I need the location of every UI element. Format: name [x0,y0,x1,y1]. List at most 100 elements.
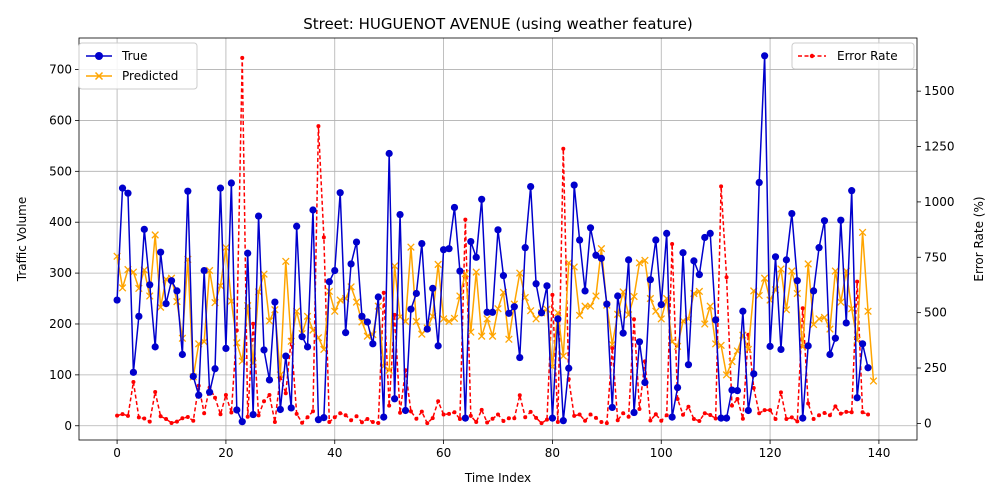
data-point [744,345,753,354]
data-point [452,410,457,415]
data-point [414,416,419,421]
data-point [864,307,872,316]
data-point [608,403,616,412]
data-point [358,312,366,320]
data-point [528,409,533,414]
data-point [652,307,660,316]
data-point [576,236,584,244]
legend-true-marker [95,52,103,60]
data-point [385,149,393,158]
data-point [615,418,620,423]
data-point [158,414,163,419]
y-right-tick-label: 1500 [924,84,955,98]
data-point [711,340,720,348]
data-point [831,267,840,275]
data-point [760,274,769,282]
data-point [316,124,321,129]
data-point [162,300,170,308]
data-point [363,318,371,326]
data-point [343,413,348,418]
data-point [804,260,812,268]
data-point [668,413,676,421]
y-left-tick-label: 700 [49,63,72,77]
data-point [474,420,479,425]
data-point [352,298,361,306]
data-point [722,414,731,422]
data-point [831,334,839,342]
data-point [842,319,850,327]
data-point [472,253,480,261]
data-point [708,412,713,417]
data-point [713,416,718,421]
data-point [206,388,214,396]
data-point [804,342,812,350]
data-point [788,267,796,275]
data-point [445,245,453,253]
data-point [788,209,796,218]
data-point [369,340,377,348]
data-point [434,342,442,350]
data-point [648,418,653,423]
legend-right-box [791,42,915,70]
data-point [391,395,399,403]
data-point [265,376,274,384]
data-point [532,280,540,288]
data-point [527,182,535,191]
data-point [505,309,513,317]
data-point [826,350,834,359]
data-point [439,315,448,323]
data-point [287,404,295,412]
data-point [147,419,152,424]
data-point [690,257,698,265]
data-point [245,414,250,419]
data-point [283,391,288,396]
data-point [180,416,185,421]
data-point [543,282,551,290]
data-point [392,312,397,317]
data-point [310,409,315,414]
data-point [113,296,121,304]
data-point [213,395,218,400]
series-true [113,52,872,426]
data-point [468,413,473,418]
data-point [632,317,637,322]
data-point [657,301,665,309]
data-point [129,368,138,376]
data-point [757,411,762,416]
data-point [490,416,495,421]
data-point [762,408,767,413]
data-point [838,411,843,416]
data-point [575,311,584,320]
data-point [457,416,462,421]
data-point [521,244,529,252]
data-point [833,404,838,409]
data-point [478,195,486,203]
data-point [646,294,655,303]
data-point [695,271,703,279]
data-point [827,413,832,418]
data-point [777,345,785,354]
data-point [135,312,143,320]
data-point [755,291,763,300]
data-point [516,353,524,362]
legend-predicted-marker [94,71,104,81]
data-point [145,292,154,300]
data-point [499,272,508,280]
legend-error-marker [809,53,815,59]
data-point [136,415,141,420]
data-point [244,249,252,257]
data-point [254,212,263,220]
data-point [673,383,682,392]
data-point [157,248,165,256]
series-line-predicted [116,231,875,382]
data-point [223,393,228,398]
data-point [581,287,589,295]
data-point [550,292,555,297]
data-point [450,314,459,323]
data-point [815,315,823,323]
data-point [240,55,245,60]
y-left-tick-label: 400 [49,215,72,229]
data-point [659,418,664,423]
x-tick-label: 60 [436,446,451,460]
data-point [256,413,261,418]
